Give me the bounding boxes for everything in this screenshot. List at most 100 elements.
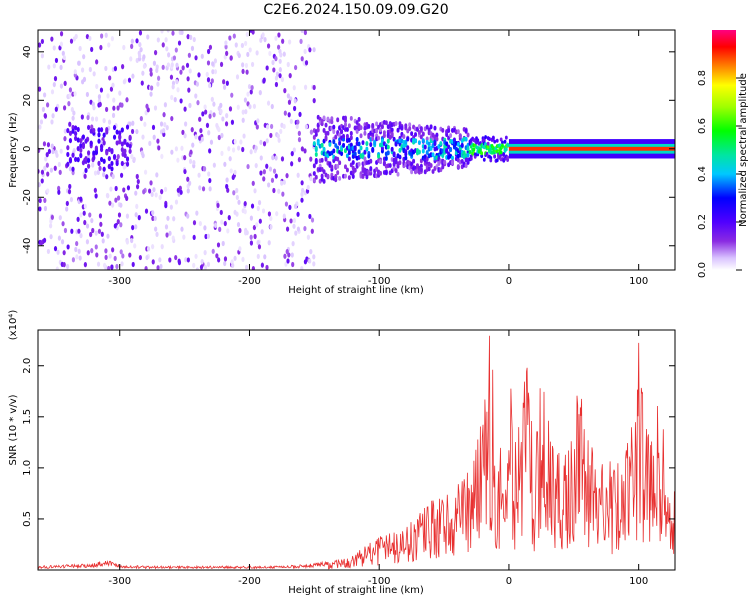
spectrogram-cell <box>112 124 117 131</box>
spectrogram-cell <box>390 146 394 152</box>
spectrogram-cell <box>119 172 124 178</box>
spectrogram-cell <box>67 101 71 107</box>
spectrogram-cell <box>166 30 170 33</box>
spectrogram-cell <box>93 187 97 193</box>
spectrogram-cell <box>280 156 285 162</box>
spectrogram-cell <box>172 55 177 61</box>
spectrogram-cell <box>105 174 109 180</box>
spectrogram-cell <box>171 84 175 90</box>
spectrogram-cell <box>192 262 196 268</box>
spectrogram-cell <box>207 171 211 177</box>
spectrogram-cell <box>63 227 68 234</box>
spectrogram-cell <box>59 64 63 70</box>
spectrogram-cell <box>224 40 228 46</box>
spectrogram-cell <box>410 131 414 136</box>
spectrogram-cell <box>280 180 284 186</box>
spectrogram-cell <box>495 149 499 154</box>
spectrogram-cell <box>59 148 63 154</box>
spectrogram-cell <box>200 259 204 265</box>
spectrogram-cell <box>429 163 433 168</box>
spectrogram-cell <box>261 32 265 38</box>
spectrogram-cell <box>189 149 193 155</box>
spectrogram-cell <box>62 54 66 61</box>
spectrogram-cell <box>104 248 108 254</box>
spectrogram-cell <box>257 200 262 206</box>
spectrogram-cell <box>441 128 445 133</box>
spectrogram-cell <box>289 118 293 125</box>
spectrogram-cell <box>408 126 412 132</box>
spectrogram-cell <box>39 119 44 125</box>
spectrogram-cell <box>499 137 503 142</box>
spectrogram-cell <box>63 136 67 142</box>
spectrogram-cell <box>119 202 123 208</box>
spectrogram-cell <box>141 70 145 76</box>
spectrogram-cell <box>349 131 353 136</box>
spectrogram-cell <box>151 259 155 265</box>
spectrogram-cell <box>312 47 316 53</box>
spectrogram-cell <box>269 224 273 230</box>
spectrogram-cell <box>183 106 187 112</box>
spectrogram-cell <box>179 189 183 195</box>
spectrogram-cell <box>40 38 44 45</box>
spectrogram-cell <box>227 215 231 221</box>
spectrogram-cell <box>66 161 70 167</box>
spectrogram-cell <box>165 125 169 131</box>
spectrogram-cell <box>425 150 429 155</box>
spectrogram-cell <box>42 237 47 243</box>
spectrogram-cell <box>94 244 98 250</box>
spectrogram-cell <box>40 53 44 59</box>
spectrogram-cell <box>414 138 418 144</box>
snr-frame <box>37 329 676 571</box>
spectrogram-cell <box>342 133 346 139</box>
spectrogram-cell <box>476 138 480 143</box>
spectrogram-y-label: Frequency (Hz) <box>8 112 19 188</box>
spectrogram-cell <box>365 141 369 146</box>
spectrogram-cell <box>65 206 69 212</box>
spectrogram-cell <box>221 116 225 122</box>
spectrogram-cell <box>55 152 59 158</box>
spectrogram-cell <box>179 69 183 75</box>
spectrogram-cell <box>95 59 99 65</box>
spectrogram-cell <box>51 148 55 155</box>
spectrogram-cell <box>200 53 204 59</box>
spectrogram-y-tick-label: -40 <box>22 238 33 254</box>
spectrogram-cell <box>89 128 93 134</box>
spectrogram-cell <box>231 147 236 153</box>
spectrogram-cell <box>299 38 303 44</box>
spectrogram-cell <box>433 141 437 147</box>
spectrogram-cell <box>506 143 510 148</box>
spectrogram-cell <box>77 60 81 66</box>
spectrogram-cell <box>170 115 174 122</box>
spectrogram-cell <box>367 153 371 159</box>
spectrogram-cell <box>134 212 138 218</box>
spectrogram-cell <box>208 186 212 192</box>
spectrogram-cell <box>285 226 290 232</box>
spectrogram-cell <box>198 185 202 191</box>
spectrogram-cell <box>243 201 247 207</box>
spectrogram-cell <box>103 262 107 268</box>
spectrogram-cell <box>217 126 221 133</box>
spectrogram-cell <box>219 108 223 115</box>
spectrogram-cell <box>336 170 340 176</box>
spectrogram-cell <box>173 97 177 103</box>
spectrogram-cell <box>73 69 77 75</box>
spectrogram-cell <box>326 130 330 136</box>
spectrogram-cell <box>114 185 118 192</box>
spectrogram-cell <box>226 228 230 234</box>
spectrogram-cell <box>122 187 126 193</box>
spectrogram-cell <box>296 172 300 178</box>
spectrogram-cell <box>104 254 108 260</box>
spectrogram-cell <box>371 148 375 153</box>
spectrogram-cell <box>237 52 241 59</box>
spectrogram-cell <box>179 98 183 104</box>
spectrogram-cell <box>283 110 287 116</box>
spectrogram-cell <box>294 230 298 236</box>
spectrogram-cell <box>265 264 269 270</box>
spectrogram-cell <box>286 258 290 264</box>
spectrogram-cell <box>342 142 346 148</box>
spectrogram-cell <box>291 261 295 268</box>
spectrogram-cell <box>98 165 102 171</box>
spectrogram-cell <box>332 124 336 130</box>
spectrogram-cell <box>79 233 83 239</box>
